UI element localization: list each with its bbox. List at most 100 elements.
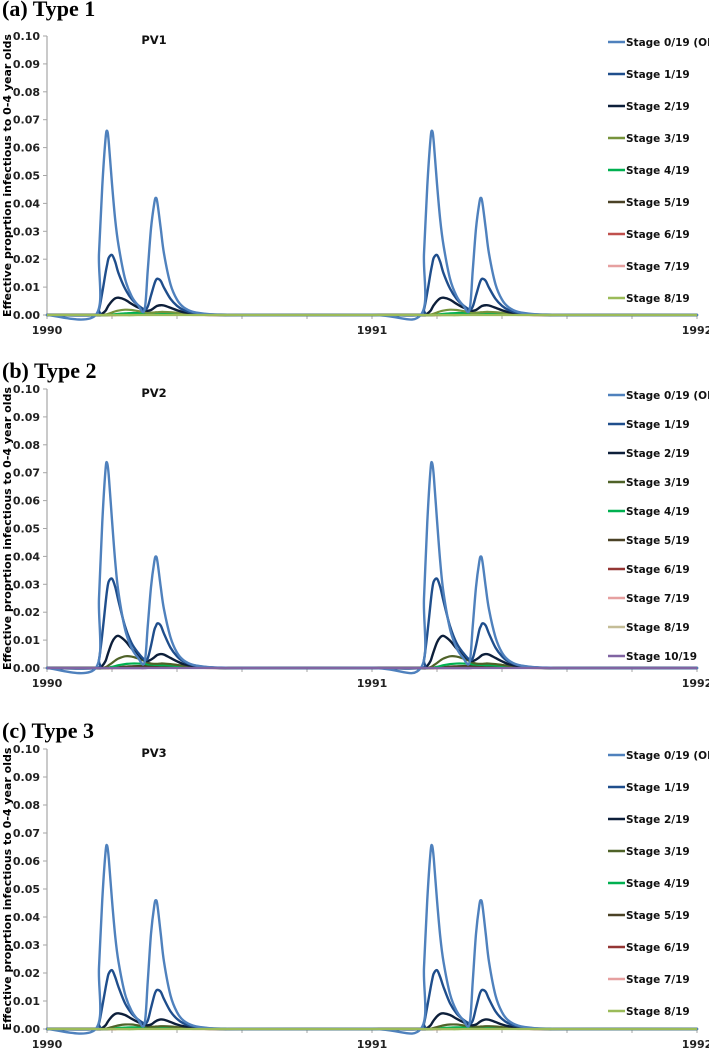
legend-item: Stage 10/19 — [608, 651, 697, 663]
y-axis-title: Effective proprtion infectious to 0-4 ye… — [1, 747, 14, 1030]
y-tick-label: 0.01 — [13, 634, 40, 647]
legend-label: Stage 8/19 — [626, 293, 690, 305]
legend-label: Stage 5/19 — [626, 197, 690, 209]
legend-item: Stage 3/19 — [608, 846, 690, 858]
legend-item: Stage 7/19 — [608, 974, 690, 986]
legend-item: Stage 8/19 — [608, 293, 690, 305]
y-tick-label: 0.03 — [13, 578, 40, 591]
x-tick-label: 1992 — [682, 1038, 709, 1050]
legend: Stage 0/19 (OPV) Stage 1/19 Stage 2/19 Stag… — [608, 390, 709, 663]
y-tick-label: 0.03 — [13, 939, 40, 952]
legend-item: Stage 4/19 — [608, 878, 690, 890]
legend-label: Stage 2/19 — [626, 814, 690, 826]
legend: Stage 0/19 (OPV) Stage 1/19 Stage 2/19 Stag… — [608, 750, 709, 1018]
y-tick-label: 0.06 — [13, 495, 40, 508]
legend-label: Stage 3/19 — [626, 477, 690, 489]
x-tick-label: 1992 — [682, 324, 709, 337]
legend-label: Stage 1/19 — [626, 782, 690, 794]
series-group — [45, 843, 699, 1035]
y-tick-label: 0.09 — [13, 411, 40, 424]
legend-item: Stage 7/19 — [608, 593, 690, 605]
chart-title: PV2 — [141, 386, 166, 400]
legend-item: Stage 6/19 — [608, 229, 690, 241]
legend-label: Stage 6/19 — [626, 564, 690, 576]
legend-label: Stage 0/19 (OPV) — [626, 390, 709, 402]
legend-item: Stage 4/19 — [608, 165, 690, 177]
legend-item: Stage 1/19 — [608, 419, 690, 431]
legend-label: Stage 1/19 — [626, 69, 690, 81]
y-tick-label: 0.02 — [13, 606, 40, 619]
y-axis-title: Effective proprtion infectious to 0-4 ye… — [1, 34, 14, 317]
panel-title: (b) Type 2 — [2, 358, 97, 383]
legend-label: Stage 4/19 — [626, 506, 690, 518]
legend-item: Stage 3/19 — [608, 133, 690, 145]
y-tick-label: 0.05 — [13, 170, 40, 183]
legend-item: Stage 2/19 — [608, 814, 690, 826]
y-tick-label: 0.08 — [13, 439, 40, 452]
legend-label: Stage 5/19 — [626, 910, 690, 922]
y-tick-label: 0.08 — [13, 799, 40, 812]
y-tick-label: 0.07 — [13, 467, 40, 480]
legend-label: Stage 1/19 — [626, 419, 690, 431]
legend-label: Stage 2/19 — [626, 101, 690, 113]
legend-item: Stage 7/19 — [608, 261, 690, 273]
y-tick-label: 0.00 — [13, 1023, 40, 1036]
legend-label: Stage 8/19 — [626, 1006, 690, 1018]
legend-label: Stage 2/19 — [626, 448, 690, 460]
legend-label: Stage 7/19 — [626, 593, 690, 605]
y-tick-label: 0.00 — [13, 309, 40, 322]
legend-label: Stage 6/19 — [626, 942, 690, 954]
x-tick-label: 1992 — [682, 677, 709, 690]
y-tick-label: 0.10 — [13, 30, 40, 43]
legend-item: Stage 5/19 — [608, 910, 690, 922]
legend-label: Stage 10/19 — [626, 651, 697, 663]
legend-item: Stage 5/19 — [608, 197, 690, 209]
y-tick-label: 0.04 — [13, 197, 40, 210]
chart-title: PV1 — [141, 33, 166, 47]
legend-item: Stage 6/19 — [608, 942, 690, 954]
legend-label: Stage 6/19 — [626, 229, 690, 241]
y-tick-label: 0.01 — [13, 281, 40, 294]
legend-label: Stage 4/19 — [626, 165, 690, 177]
y-tick-label: 0.01 — [13, 995, 40, 1008]
y-tick-label: 0.09 — [13, 58, 40, 71]
y-tick-label: 0.07 — [13, 114, 40, 127]
y-tick-label: 0.10 — [13, 383, 40, 396]
panel-title: (c) Type 3 — [2, 718, 95, 743]
legend-item: Stage 2/19 — [608, 448, 690, 460]
legend-label: Stage 8/19 — [626, 622, 690, 634]
legend-label: Stage 7/19 — [626, 261, 690, 273]
legend-item: Stage 4/19 — [608, 506, 690, 518]
x-tick-label: 1991 — [357, 1038, 388, 1050]
legend-label: Stage 0/19 (OPV) — [626, 750, 709, 762]
legend: Stage 0/19 (OPV) Stage 1/19 Stage 2/19 Stag… — [608, 37, 709, 305]
x-tick-label: 1991 — [357, 677, 388, 690]
y-tick-label: 0.06 — [13, 855, 40, 868]
legend-item: Stage 1/19 — [608, 782, 690, 794]
y-tick-label: 0.09 — [13, 771, 40, 784]
legend-label: Stage 7/19 — [626, 974, 690, 986]
y-tick-label: 0.05 — [13, 523, 40, 536]
y-tick-label: 0.08 — [13, 86, 40, 99]
y-tick-label: 0.02 — [13, 253, 40, 266]
legend-item: Stage 6/19 — [608, 564, 690, 576]
legend-item: Stage 2/19 — [608, 101, 690, 113]
panel-title: (a) Type 1 — [2, 0, 96, 21]
x-tick-label: 1990 — [32, 324, 63, 337]
legend-item: Stage 3/19 — [608, 477, 690, 489]
legend-label: Stage 3/19 — [626, 846, 690, 858]
legend-label: Stage 3/19 — [626, 133, 690, 145]
legend-item: Stage 0/19 (OPV) — [608, 390, 709, 402]
legend-label: Stage 0/19 (OPV) — [626, 37, 709, 49]
y-tick-label: 0.04 — [13, 550, 40, 563]
y-axis-title: Effective proprtion infectious to 0-4 ye… — [1, 387, 14, 670]
y-tick-label: 0.02 — [13, 967, 40, 980]
legend-item: Stage 8/19 — [608, 622, 690, 634]
legend-label: Stage 4/19 — [626, 878, 690, 890]
legend-item: Stage 5/19 — [608, 535, 690, 547]
y-tick-label: 0.05 — [13, 883, 40, 896]
x-tick-label: 1990 — [32, 1038, 63, 1050]
